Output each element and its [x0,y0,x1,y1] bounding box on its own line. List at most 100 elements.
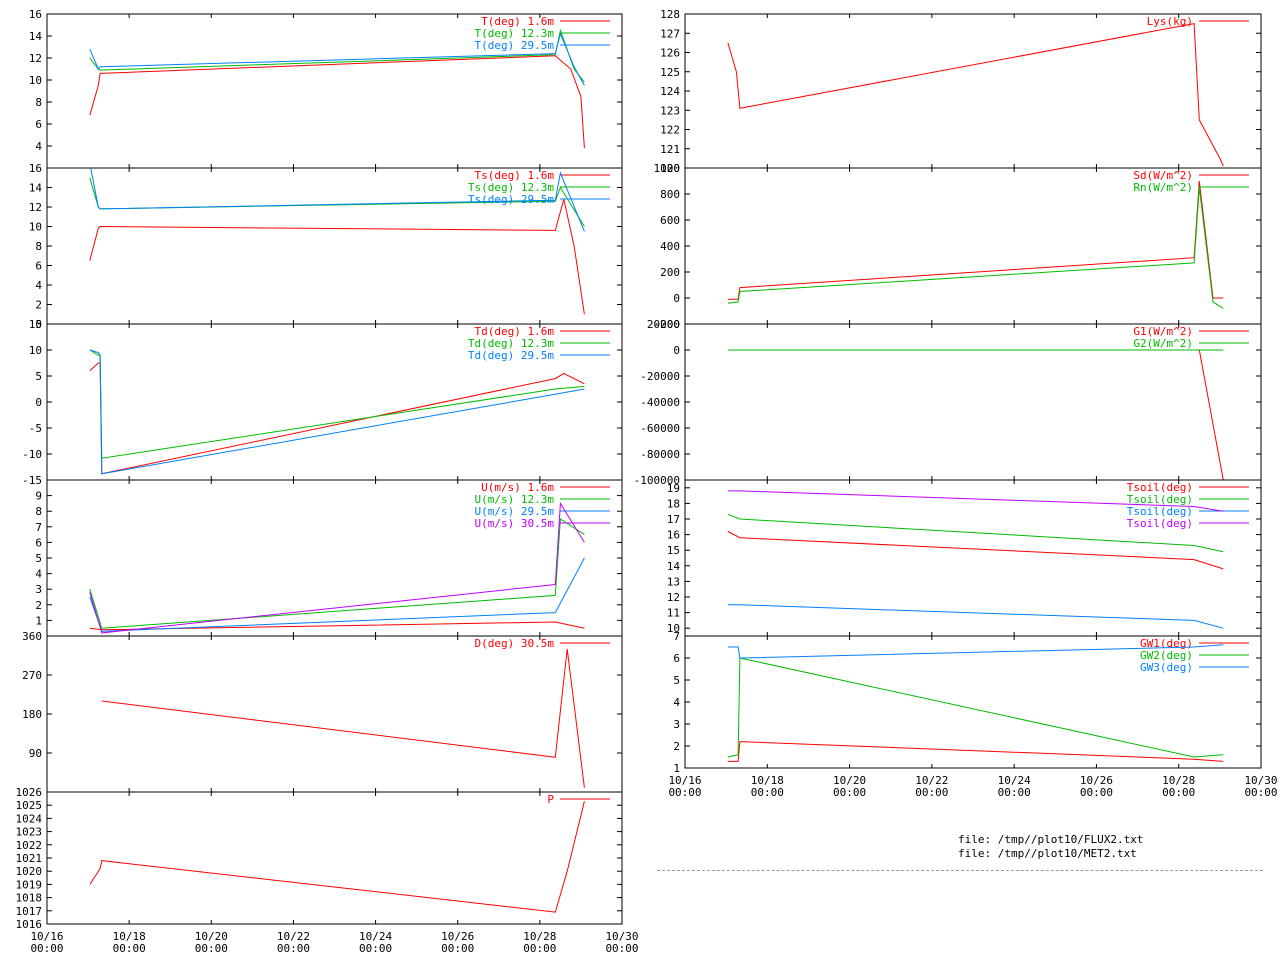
x-tick-date-GW-3: 10/22 [915,774,948,787]
y-tick-label-U-7: 8 [35,505,42,518]
footer-divider [657,870,1263,871]
x-tick-time-P-3: 00:00 [277,942,310,955]
series-line-D-0 [101,648,585,788]
y-tick-label-P-4: 1020 [16,865,43,878]
x-tick-date-P-5: 10/26 [441,930,474,943]
x-tick-date-P-3: 10/22 [277,930,310,943]
series-line-Tsoil-1 [727,513,1224,553]
y-tick-label-P-10: 1026 [16,786,43,799]
series-line-Tsoil-3 [727,490,1224,512]
panel-frame-Lys [684,13,1262,169]
y-tick-label-T-2: 8 [35,96,42,109]
y-tick-label-Tsoil-8: 18 [667,497,680,510]
y-tick-label-Tsoil-0: 10 [667,622,680,635]
y-tick-label-SdRn-3: 400 [660,240,680,253]
y-tick-label-Lys-6: 126 [660,47,680,60]
x-tick-date-GW-6: 10/28 [1162,774,1195,787]
series-line-SdRn-1 [727,187,1224,309]
series-line-Td-1 [89,349,585,459]
y-tick-label-GW-0: 1 [673,762,680,775]
y-tick-label-D-3: 360 [22,630,42,643]
y-tick-label-U-6: 7 [35,521,42,534]
y-tick-label-SdRn-2: 200 [660,266,680,279]
x-tick-date-P-4: 10/24 [359,930,392,943]
y-tick-label-U-3: 4 [35,568,42,581]
legend-label-Lys-0: Lys(kg) [1147,15,1193,28]
series-line-U-1 [89,518,585,629]
x-tick-date-GW-2: 10/20 [833,774,866,787]
y-tick-label-P-2: 1018 [16,892,43,905]
x-tick-date-P-7: 10/30 [605,930,638,943]
y-tick-label-GW-1: 2 [673,740,680,753]
y-tick-label-GW-5: 6 [673,652,680,665]
legend-label-P-0: P [547,793,554,806]
legend-label-Td-0: Td(deg) 1.6m [475,325,555,338]
y-tick-label-P-1: 1017 [16,905,43,918]
x-tick-date-GW-1: 10/18 [751,774,784,787]
y-tick-label-U-4: 5 [35,552,42,565]
y-tick-label-P-3: 1019 [16,878,43,891]
y-tick-label-Lys-5: 125 [660,66,680,79]
y-tick-label-T-6: 16 [29,8,42,21]
y-tick-label-U-1: 2 [35,599,42,612]
y-tick-label-Ts-2: 4 [35,279,42,292]
legend-label-GW-2: GW3(deg) [1140,661,1193,674]
y-tick-label-U-5: 6 [35,536,42,549]
x-tick-date-P-1: 10/18 [113,930,146,943]
series-line-Td-0 [89,362,585,475]
panel-frame-D [46,635,623,793]
y-tick-label-P-8: 1024 [16,812,43,825]
legend-label-Tsoil-3: Tsoil(deg) [1127,517,1193,530]
y-tick-label-Lys-4: 124 [660,85,680,98]
series-line-U-3 [89,501,585,634]
x-tick-time-GW-5: 00:00 [1080,786,1113,799]
series-line-G-0 [1198,349,1224,480]
panel-frame-P [46,791,623,925]
legend-label-SdRn-1: Rn(W/m^2) [1133,181,1193,194]
file-line-2: file: /tmp//plot10/MET2.txt [958,847,1137,860]
y-tick-label-P-6: 1022 [16,839,43,852]
x-tick-time-P-0: 00:00 [30,942,63,955]
y-tick-label-SdRn-0: -200 [654,318,681,331]
legend-label-U-2: U(m/s) 29.5m [475,505,555,518]
legend-label-Ts-0: Ts(deg) 1.6m [475,169,555,182]
y-tick-label-T-3: 10 [29,74,42,87]
y-tick-label-Tsoil-5: 15 [667,544,680,557]
series-line-Tsoil-2 [727,604,1224,629]
y-tick-label-Tsoil-7: 17 [667,513,680,526]
legend-label-Ts-2: Ts(deg) 29.5m [468,193,554,206]
y-tick-label-U-0: 1 [35,614,42,627]
legend-label-U-3: U(m/s) 30.5m [475,517,555,530]
x-tick-date-GW-5: 10/26 [1080,774,1113,787]
x-tick-time-P-2: 00:00 [195,942,228,955]
legend-label-Td-1: Td(deg) 12.3m [468,337,554,350]
y-tick-label-Td-5: 10 [29,344,42,357]
x-tick-date-GW-0: 10/16 [668,774,701,787]
y-tick-label-Td-2: -5 [29,422,42,435]
y-tick-label-T-4: 12 [29,52,42,65]
y-tick-label-GW-3: 4 [673,696,680,709]
y-tick-label-Lys-2: 122 [660,124,680,137]
y-tick-label-Ts-6: 12 [29,201,42,214]
y-tick-label-U-2: 3 [35,583,42,596]
series-line-SdRn-0 [727,180,1224,300]
y-tick-label-Lys-8: 128 [660,8,680,21]
series-line-GW-0 [727,741,1224,762]
x-tick-time-GW-4: 00:00 [998,786,1031,799]
y-tick-label-P-7: 1023 [16,826,43,839]
y-tick-label-T-1: 6 [35,118,42,131]
legend-label-T-0: T(deg) 1.6m [481,15,554,28]
x-tick-time-GW-1: 00:00 [751,786,784,799]
y-tick-label-SdRn-6: 1000 [654,162,681,175]
y-tick-label-SdRn-5: 800 [660,188,680,201]
x-tick-date-P-6: 10/28 [523,930,556,943]
y-tick-label-Tsoil-3: 13 [667,575,680,588]
y-tick-label-G-6: 20000 [647,318,680,331]
x-tick-date-GW-4: 10/24 [998,774,1031,787]
x-tick-time-GW-3: 00:00 [915,786,948,799]
y-tick-label-Td-3: 0 [35,396,42,409]
file-line-1: file: /tmp//plot10/FLUX2.txt [958,833,1144,846]
y-tick-label-GW-6: 7 [673,630,680,643]
x-tick-time-P-4: 00:00 [359,942,392,955]
y-tick-label-Ts-3: 6 [35,260,42,273]
